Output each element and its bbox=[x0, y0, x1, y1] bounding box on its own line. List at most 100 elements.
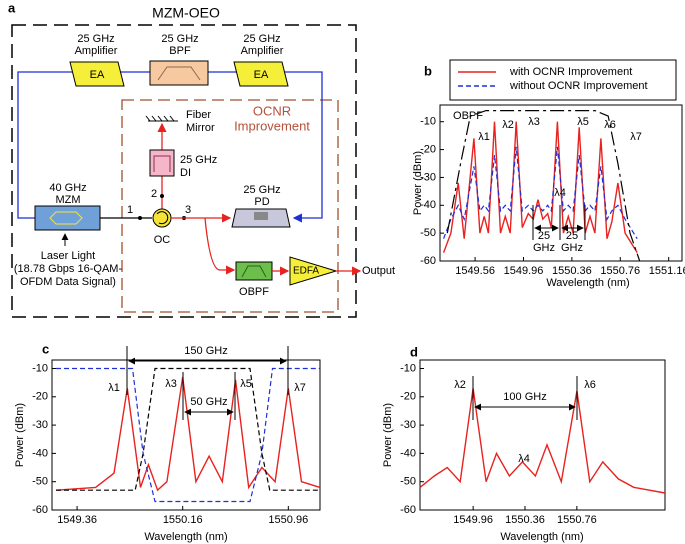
circulator-arrow bbox=[156, 211, 169, 225]
amplifier-label: 25 GHz bbox=[77, 33, 114, 45]
fiber-mirror bbox=[145, 115, 178, 122]
mirror-label: Fiber bbox=[186, 109, 211, 121]
panel-label: d bbox=[410, 344, 418, 359]
annotation: 100 GHz bbox=[503, 391, 546, 403]
series-line bbox=[419, 388, 666, 494]
legend-box bbox=[449, 59, 677, 101]
y-tick-label: -50 bbox=[420, 227, 436, 239]
obpf-label: OBPF bbox=[239, 286, 269, 298]
annotation: λ6 bbox=[584, 379, 596, 391]
laser-label: (18.78 Gbps 16-QAM- bbox=[14, 263, 123, 275]
annotation: λ4 bbox=[554, 187, 566, 199]
x-tick-label: 1550.76 bbox=[600, 265, 640, 277]
port-label: 3 bbox=[185, 204, 191, 216]
amplifier-chip: EA bbox=[90, 69, 105, 81]
di-label: 25 GHz bbox=[180, 154, 217, 166]
y-axis-title: Power (dBm) bbox=[382, 403, 394, 467]
legend-label: without OCNR Improvement bbox=[509, 80, 648, 92]
y-tick-label: -10 bbox=[32, 362, 48, 374]
annotation: 25 bbox=[538, 230, 550, 242]
annotation: λ7 bbox=[294, 382, 306, 394]
ocnr-label: Improvement bbox=[234, 118, 310, 133]
y-tick-label: -60 bbox=[420, 255, 436, 267]
annotation: λ3 bbox=[528, 116, 540, 128]
y-tick-label: -50 bbox=[400, 476, 416, 488]
panel-label: c bbox=[42, 341, 49, 356]
y-tick-label: -50 bbox=[32, 476, 48, 488]
annotation: GHz bbox=[533, 242, 555, 254]
series-line bbox=[55, 376, 321, 492]
series-line bbox=[443, 146, 638, 240]
annotation: λ5 bbox=[240, 378, 252, 390]
mzm bbox=[34, 205, 101, 231]
obpf-shape bbox=[241, 265, 267, 278]
annotation: 150 GHz bbox=[184, 345, 227, 357]
amplifier-label: Amplifier bbox=[75, 45, 118, 57]
laser-label: Laser Light bbox=[41, 250, 95, 262]
annotation: λ7 bbox=[630, 131, 642, 143]
annotation: λ2 bbox=[502, 119, 514, 131]
x-tick-label: 1550.96 bbox=[268, 514, 308, 526]
bpf-label: BPF bbox=[169, 45, 191, 57]
pd-label: PD bbox=[254, 196, 269, 208]
y-tick-label: -40 bbox=[400, 447, 416, 459]
edfa-label: EDFA bbox=[293, 266, 319, 277]
x-tick-label: 1551.16 bbox=[649, 265, 685, 277]
port-label: 2 bbox=[151, 188, 157, 200]
y-tick-label: -60 bbox=[400, 504, 416, 516]
plot-frame bbox=[439, 104, 683, 262]
plot-frame bbox=[419, 359, 666, 511]
marker-line bbox=[472, 376, 578, 420]
y-axis-title: Power (dBm) bbox=[412, 151, 424, 215]
oeo-box bbox=[11, 24, 357, 318]
series-line bbox=[446, 110, 641, 262]
annotation: λ1 bbox=[108, 382, 120, 394]
y-tick-label: -10 bbox=[400, 362, 416, 374]
x-tick-label: 1550.76 bbox=[557, 514, 597, 526]
bpf-shape bbox=[157, 66, 201, 81]
oc-label: OC bbox=[154, 234, 171, 246]
ocnr-box bbox=[121, 99, 339, 313]
amplifier bbox=[69, 61, 125, 87]
amplifier bbox=[233, 61, 289, 87]
optical-path bbox=[204, 217, 236, 275]
x-tick-label: 1549.36 bbox=[57, 514, 97, 526]
annotation: λ3 bbox=[165, 378, 177, 390]
y-tick-label: -60 bbox=[32, 504, 48, 516]
x-tick-label: 1549.96 bbox=[453, 514, 493, 526]
y-tick-label: -10 bbox=[420, 116, 436, 128]
annotation: 25 bbox=[566, 230, 578, 242]
y-tick-label: -20 bbox=[32, 391, 48, 403]
amplifier-chip: EA bbox=[254, 69, 269, 81]
bpf-label: 25 GHz bbox=[161, 33, 198, 45]
port-dot bbox=[138, 216, 142, 220]
y-tick-label: -20 bbox=[400, 391, 416, 403]
y-tick-label: -30 bbox=[420, 171, 436, 183]
diagram-title: MZM-OEO bbox=[152, 5, 220, 21]
x-axis-title: Wavelength (nm) bbox=[144, 531, 227, 543]
amplifier-label: 25 GHz bbox=[243, 33, 280, 45]
y-tick-label: -30 bbox=[400, 419, 416, 431]
di-shape bbox=[153, 155, 171, 172]
bpf bbox=[149, 60, 209, 86]
x-tick-label: 1549.56 bbox=[455, 265, 495, 277]
annotation: λ2 bbox=[454, 379, 466, 391]
ocnr-label: OCNR bbox=[253, 103, 291, 118]
annotation: λ1 bbox=[478, 131, 490, 143]
y-tick-label: -40 bbox=[420, 199, 436, 211]
di-label: DI bbox=[180, 167, 191, 179]
mzm-label: 40 GHz bbox=[49, 182, 86, 194]
y-tick-label: -40 bbox=[32, 447, 48, 459]
x-tick-label: 1550.36 bbox=[505, 514, 545, 526]
mzm-shape bbox=[49, 211, 83, 225]
series-line bbox=[56, 367, 320, 491]
series-line bbox=[56, 367, 320, 503]
port-dot bbox=[160, 194, 164, 198]
x-axis-title: Wavelength (nm) bbox=[500, 531, 583, 543]
annotation: λ4 bbox=[518, 453, 530, 465]
x-tick-label: 1550.36 bbox=[552, 265, 592, 277]
y-tick-label: -30 bbox=[32, 419, 48, 431]
pd-label: 25 GHz bbox=[243, 184, 280, 196]
mirror-label: Mirror bbox=[186, 122, 215, 134]
